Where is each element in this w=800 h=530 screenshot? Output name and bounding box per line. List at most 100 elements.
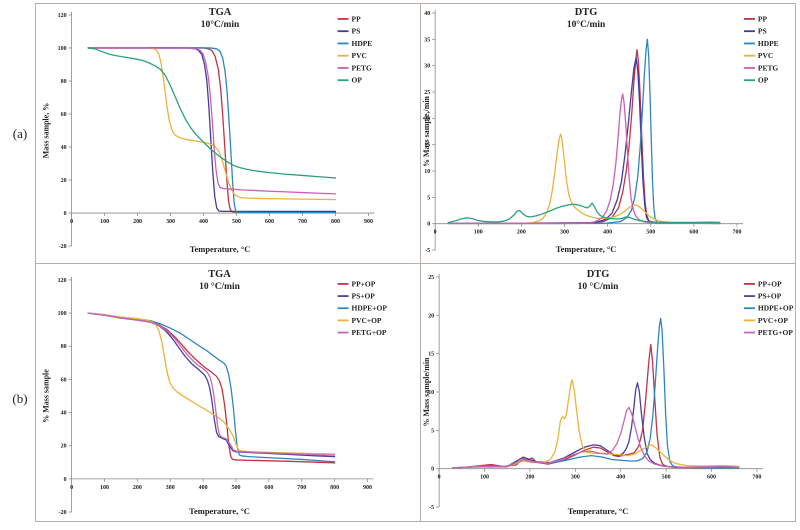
svg-text:120: 120 — [58, 13, 67, 19]
svg-text:0: 0 — [434, 230, 437, 236]
svg-text:900: 900 — [364, 219, 373, 225]
svg-text:HDPE+OP: HDPE+OP — [352, 304, 388, 313]
svg-text:600: 600 — [707, 475, 716, 481]
chart-dtg-b: -5 0 5 10 15 20 25 0 100 200 300 400 500 600 700 DTG 10 … — [421, 264, 795, 521]
vertical-divider — [420, 3, 421, 521]
svg-text:80: 80 — [61, 344, 67, 350]
svg-text:0: 0 — [431, 467, 434, 473]
svg-text:300: 300 — [560, 230, 569, 236]
svg-text:PETG: PETG — [352, 63, 373, 72]
svg-text:500: 500 — [232, 219, 241, 225]
svg-text:30: 30 — [424, 64, 430, 70]
tga-a-plot: -20 0 20 40 60 80 100 120 0 100 200 300 400 500 600 700… — [42, 7, 375, 254]
svg-text:40: 40 — [61, 145, 67, 151]
svg-text:10°C/min: 10°C/min — [201, 19, 240, 30]
svg-text:PS: PS — [352, 27, 361, 36]
svg-text:25: 25 — [424, 90, 430, 96]
svg-text:60: 60 — [61, 112, 67, 118]
svg-text:500: 500 — [662, 475, 671, 481]
svg-text:600: 600 — [689, 230, 698, 236]
svg-text:PS: PS — [758, 27, 767, 36]
svg-text:% Mass sample/min: % Mass sample/min — [422, 357, 431, 427]
svg-text:Temperature, °C: Temperature, °C — [556, 244, 617, 254]
svg-text:PVC+OP: PVC+OP — [352, 316, 382, 325]
svg-text:300: 300 — [166, 219, 175, 225]
svg-text:100: 100 — [58, 46, 67, 52]
svg-text:PVC+OP: PVC+OP — [758, 316, 788, 325]
svg-text:0: 0 — [70, 219, 73, 225]
svg-text:10 °C/min: 10 °C/min — [578, 281, 620, 292]
chart-dtg-a: -5 0 5 10 15 20 25 30 35 40 0 100 200 300 400 500 600 700… — [421, 4, 795, 262]
svg-text:500: 500 — [231, 485, 240, 491]
svg-text:PVC: PVC — [352, 51, 367, 60]
svg-text:OP: OP — [352, 76, 363, 85]
svg-text:700: 700 — [298, 219, 307, 225]
svg-text:HDPE+OP: HDPE+OP — [758, 304, 794, 313]
svg-text:100: 100 — [474, 230, 483, 236]
chart-tga-b: -20 0 20 40 60 80 100 120 0 100 200 300 400 500 600 700… — [36, 264, 419, 521]
svg-text:120: 120 — [58, 278, 67, 284]
svg-text:PETG: PETG — [758, 63, 779, 72]
svg-text:DTG: DTG — [587, 269, 610, 280]
svg-text:0: 0 — [64, 477, 67, 483]
svg-text:100: 100 — [100, 485, 109, 491]
svg-text:10: 10 — [424, 169, 430, 175]
svg-text:700: 700 — [733, 230, 742, 236]
svg-text:80: 80 — [61, 79, 67, 85]
svg-text:0: 0 — [427, 222, 430, 228]
svg-text:600: 600 — [265, 219, 274, 225]
svg-text:700: 700 — [297, 485, 306, 491]
svg-text:PETG+OP: PETG+OP — [352, 328, 387, 337]
svg-text:Temperature, °C: Temperature, °C — [190, 244, 251, 254]
svg-text:200: 200 — [133, 485, 142, 491]
svg-text:10: 10 — [428, 390, 434, 396]
svg-text:40: 40 — [424, 11, 430, 17]
svg-text:0: 0 — [438, 475, 441, 481]
svg-text:-20: -20 — [59, 510, 67, 516]
svg-text:15: 15 — [424, 143, 430, 149]
svg-text:PP: PP — [758, 14, 768, 23]
dtg-b-plot: -5 0 5 10 15 20 25 0 100 200 300 400 500 600 700 DTG10 … — [422, 269, 794, 516]
tga-b-plot: -20 0 20 40 60 80 100 120 0 100 200 300 400 500 600 700… — [42, 269, 388, 516]
svg-text:100: 100 — [480, 475, 489, 481]
svg-text:300: 300 — [571, 475, 580, 481]
svg-text:100: 100 — [100, 219, 109, 225]
svg-text:600: 600 — [264, 485, 273, 491]
svg-text:5: 5 — [431, 428, 434, 434]
svg-text:Temperature, °C: Temperature, °C — [189, 506, 250, 516]
svg-text:400: 400 — [199, 219, 208, 225]
row-label-b: (b) — [12, 391, 28, 406]
svg-text:200: 200 — [133, 219, 142, 225]
svg-text:-5: -5 — [429, 505, 434, 511]
svg-text:400: 400 — [199, 485, 208, 491]
svg-text:15: 15 — [428, 352, 434, 358]
svg-text:40: 40 — [61, 411, 67, 417]
svg-text:PVC: PVC — [758, 51, 773, 60]
svg-text:HDPE: HDPE — [758, 39, 779, 48]
svg-text:-5: -5 — [425, 248, 430, 254]
svg-text:PP: PP — [352, 14, 362, 23]
svg-text:100: 100 — [58, 311, 67, 317]
svg-text:10°C/min: 10°C/min — [567, 19, 606, 30]
svg-text:OP: OP — [758, 76, 769, 85]
svg-text:800: 800 — [331, 219, 340, 225]
svg-text:20: 20 — [61, 444, 67, 450]
svg-text:20: 20 — [424, 116, 430, 122]
svg-text:300: 300 — [166, 485, 175, 491]
svg-text:PS+OP: PS+OP — [758, 292, 782, 301]
svg-text:800: 800 — [330, 485, 339, 491]
figure-border — [35, 3, 796, 522]
svg-text:% Mass sample: % Mass sample — [42, 369, 51, 423]
svg-text:0: 0 — [70, 485, 73, 491]
svg-text:PP+OP: PP+OP — [758, 279, 782, 288]
svg-text:200: 200 — [517, 230, 526, 236]
svg-text:20: 20 — [61, 178, 67, 184]
svg-text:PETG+OP: PETG+OP — [758, 328, 793, 337]
svg-text:500: 500 — [646, 230, 655, 236]
svg-text:TGA: TGA — [208, 269, 231, 280]
svg-text:DTG: DTG — [575, 7, 598, 18]
svg-text:25: 25 — [428, 275, 434, 281]
svg-text:Temperature, °C: Temperature, °C — [568, 506, 629, 516]
svg-text:5: 5 — [427, 195, 430, 201]
